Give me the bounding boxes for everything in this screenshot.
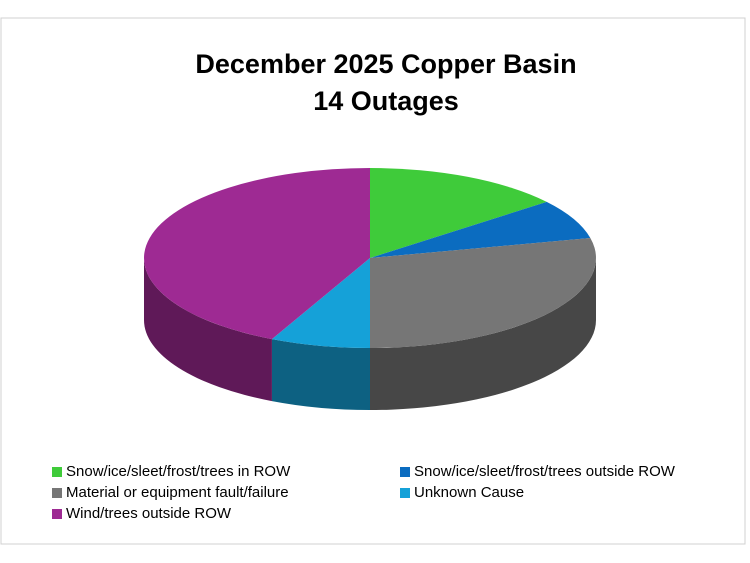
chart-subtitle: 14 Outages: [313, 86, 459, 116]
slice: [370, 201, 591, 258]
legend-swatch: [400, 488, 410, 498]
legend: Snow/ice/sleet/frost/trees in ROW Snow/ic…: [52, 463, 676, 522]
slice: [370, 237, 596, 348]
slice: [144, 168, 370, 340]
legend-label: Snow/ice/sleet/frost/trees outside ROW: [414, 463, 676, 480]
legend-swatch: [52, 488, 62, 498]
slice-side: [144, 258, 272, 402]
slice: [370, 168, 547, 258]
slice-side: [370, 258, 596, 410]
legend-swatch: [52, 467, 62, 477]
legend-label: Material or equipment fault/failure: [66, 484, 289, 501]
legend-label: Snow/ice/sleet/frost/trees in ROW: [66, 463, 291, 480]
legend-label: Wind/trees outside ROW: [66, 505, 232, 522]
legend-label: Unknown Cause: [414, 484, 524, 501]
slice-side: [271, 339, 370, 410]
legend-swatch: [400, 467, 410, 477]
pie: [144, 168, 596, 410]
slice: [271, 258, 370, 348]
legend-swatch: [52, 509, 62, 519]
chart-title: December 2025 Copper Basin: [195, 49, 576, 79]
